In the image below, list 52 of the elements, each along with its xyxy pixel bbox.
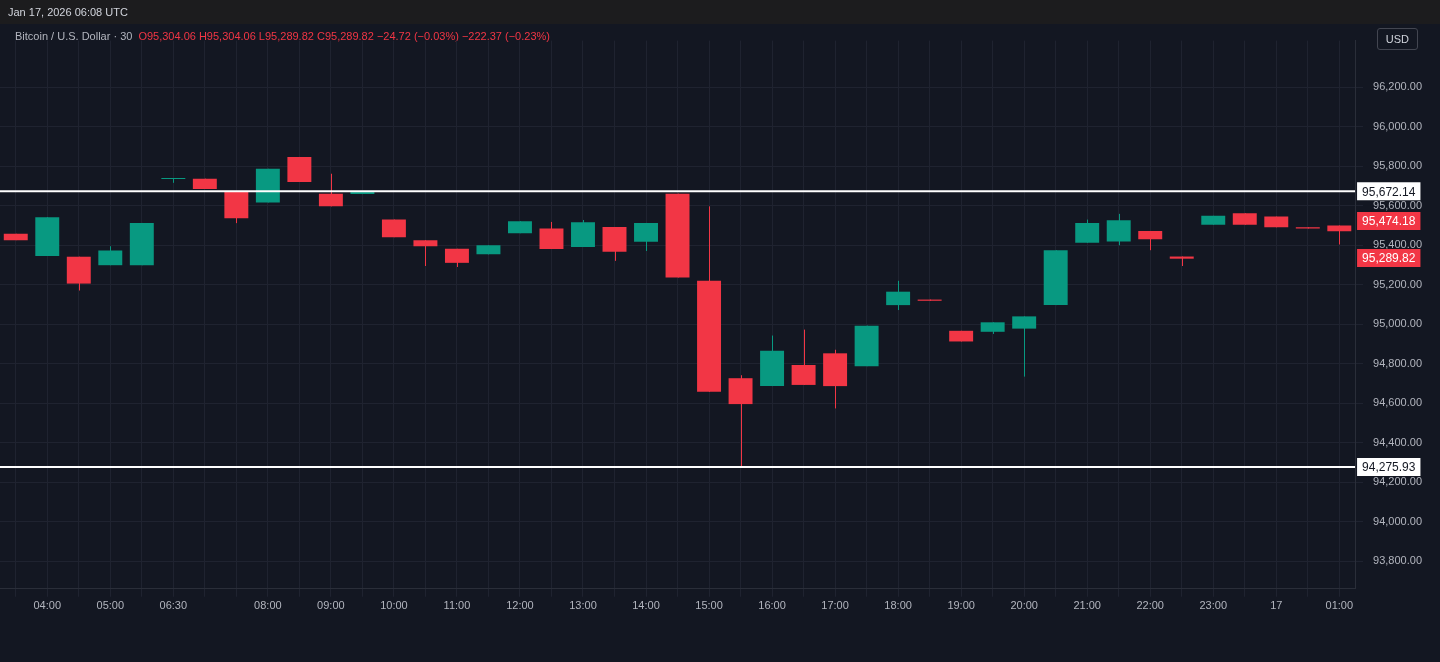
x-tick-label: 15:00: [695, 599, 723, 612]
x-tick-label: 13:00: [569, 599, 597, 612]
chart-title: Bitcoin / U.S. Dollar · 30: [15, 30, 133, 42]
y-tick-label: 94,800.00: [1373, 356, 1422, 369]
x-tick-label: 21:00: [1073, 599, 1101, 612]
candlestick: [791, 329, 816, 386]
x-tick-label: 12:00: [506, 599, 534, 612]
text: 95,289.82: [1362, 251, 1416, 266]
y-tick-label: 95,200.00: [1373, 277, 1422, 290]
y-tick-label: 94,000.00: [1373, 514, 1422, 527]
y-tick-label: 95,800.00: [1373, 159, 1422, 172]
candlestick: [539, 221, 564, 250]
x-tick-label: 22:00: [1136, 599, 1164, 612]
x-tick-label: 19:00: [947, 599, 975, 612]
x-tick-label: 23:00: [1199, 599, 1228, 612]
text: Jan 17, 2026 06:08 UTC: [0, 0, 1440, 24]
y-tick-label: 94,600.00: [1373, 396, 1422, 409]
candlestick: [886, 280, 911, 311]
x-tick-label: 06:30: [159, 599, 188, 612]
x-tick-label: 05:00: [96, 599, 125, 612]
candlestick: [1138, 230, 1163, 251]
candlestick: [1012, 315, 1037, 378]
text: 95,474.18: [1362, 214, 1416, 229]
y-tick-label: 94,400.00: [1373, 435, 1422, 448]
y-tick-label: 96,200.00: [1373, 80, 1422, 93]
x-tick-label: 04:00: [33, 599, 62, 612]
x-tick-label: 16:00: [758, 599, 786, 612]
y-tick-label: 96,000.00: [1373, 119, 1422, 132]
ref-line-label: 94,275.93: [1362, 460, 1416, 475]
x-tick-label: 17: [1270, 599, 1283, 612]
y-tick-label: 93,800.00: [1373, 554, 1422, 567]
y-tick-label: 94,200.00: [1373, 475, 1422, 488]
candlestick: [1075, 219, 1100, 244]
x-tick-label: 09:00: [317, 599, 345, 612]
x-tick-label: 18:00: [884, 599, 912, 612]
x-tick-label: 08:00: [254, 599, 282, 612]
candlestick: [318, 173, 343, 207]
x-tick-label: 10:00: [380, 599, 408, 612]
x-tick-label: 01:00: [1325, 599, 1354, 612]
x-tick-label: 17:00: [821, 599, 849, 612]
candlestick: [634, 222, 658, 252]
ref-line-label: 95,672.14: [1362, 184, 1416, 199]
candlestick: [413, 239, 438, 267]
y-tick-label: 95,000.00: [1373, 317, 1422, 330]
chart-subtitle: O95,304.06 H95,304.06 L95,289.82 C95,289.82 −24.72 (−0.03%) −222.37 (−0.23%): [138, 30, 550, 42]
x-tick-label: 11:00: [443, 599, 471, 612]
x-tick-label: 14:00: [632, 599, 660, 612]
y-tick-label: 95,400.00: [1373, 238, 1422, 251]
y-tick-label: 95,600.00: [1373, 198, 1422, 211]
text: USD: [1376, 28, 1418, 50]
candlestick: [1106, 213, 1131, 246]
x-tick-label: 20:00: [1010, 599, 1038, 612]
